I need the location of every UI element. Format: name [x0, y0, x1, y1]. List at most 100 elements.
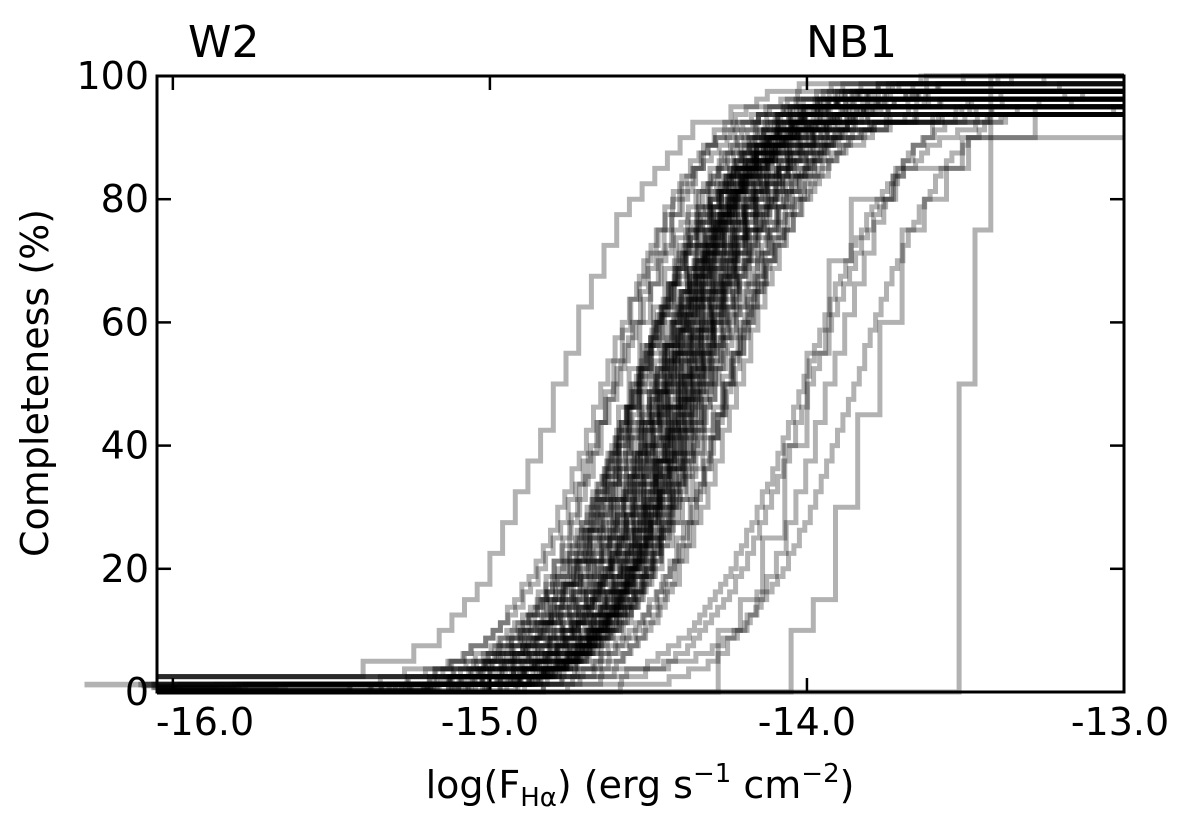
completeness-curve: [157, 104, 1124, 695]
completeness-curve: [157, 112, 1124, 689]
completeness-curve: [141, 88, 1124, 689]
completeness-curve: [157, 73, 1124, 695]
completeness-curve: [157, 112, 1124, 692]
x-label-middle: ) (erg s: [557, 763, 693, 807]
completeness-curve-special: [157, 104, 1124, 695]
completeness-curve: [157, 96, 1124, 695]
x-label-suffix: ): [840, 763, 855, 807]
completeness-curve: [157, 88, 1124, 695]
completeness-curve: [157, 88, 1124, 695]
completeness-curve: [157, 104, 1124, 695]
x-label-prefix: log(F: [426, 763, 521, 807]
completeness-curve: [157, 81, 1124, 695]
completeness-curve-special: [157, 104, 1124, 680]
completeness-curve: [157, 88, 1124, 695]
x-tick-label: -16.0: [156, 700, 254, 744]
x-tick-label: -15.0: [441, 700, 539, 744]
completeness-curve: [157, 96, 1124, 695]
completeness-curve: [157, 96, 1124, 691]
plot-frame: [155, 74, 1126, 694]
completeness-curve: [157, 112, 1124, 694]
completeness-curve: [157, 73, 1124, 695]
completeness-curve: [157, 81, 1124, 695]
x-tick-label: -14.0: [758, 700, 856, 744]
x-label-subscript: Hα: [520, 783, 557, 813]
completeness-curve: [157, 112, 1124, 695]
completeness-curve: [157, 104, 1124, 680]
completeness-curve: [157, 88, 1124, 694]
completeness-curve-special: [157, 135, 1124, 695]
x-label-sup2: −2: [801, 759, 839, 789]
x-tick-label: -13.0: [1071, 700, 1169, 744]
completeness-curve: [157, 104, 1124, 694]
completeness-curve: [157, 88, 1124, 693]
completeness-curve: [157, 81, 1124, 695]
completeness-curve: [157, 88, 1124, 695]
y-tick-labels: 0 20 40 60 80 100: [76, 54, 149, 714]
completeness-curve: [157, 81, 1124, 691]
completeness-curve: [144, 96, 1124, 688]
completeness-curve-special: [157, 73, 1124, 695]
corner-label-w2: W2: [188, 17, 260, 68]
y-tick-label: 0: [125, 670, 149, 714]
completeness-curve: [157, 81, 1124, 695]
completeness-curve: [157, 88, 1124, 695]
axis-ticks: [157, 74, 1126, 694]
completeness-curve: [157, 81, 1124, 695]
completeness-curve: [157, 96, 1124, 695]
x-axis-label: log(FHα) (erg s−1 cm−2): [426, 759, 855, 813]
y-tick-label: 60: [101, 300, 149, 344]
completeness-curve: [157, 112, 1124, 695]
completeness-curve: [157, 88, 1124, 695]
completeness-curve: [157, 88, 1124, 680]
completeness-curves: [84, 73, 1124, 695]
completeness-curve: [152, 104, 1124, 690]
completeness-curve: [157, 96, 1124, 695]
completeness-curve: [157, 88, 1124, 695]
x-tick-labels: -16.0 -15.0 -14.0 -13.0: [156, 700, 1169, 744]
completeness-curve: [157, 88, 1124, 691]
completeness-curve: [157, 96, 1124, 695]
completeness-curve: [157, 88, 1124, 695]
completeness-curve: [157, 81, 1124, 695]
completeness-curve: [157, 104, 1124, 693]
completeness-curve: [157, 112, 1124, 689]
completeness-curve: [157, 104, 1124, 695]
completeness-curve: [84, 81, 1124, 688]
completeness-curve: [157, 96, 1124, 695]
completeness-curve: [157, 88, 1124, 680]
completeness-curve: [157, 88, 1124, 689]
completeness-curve: [157, 73, 1124, 695]
completeness-curve: [157, 88, 1124, 695]
x-label-sup1: −1: [693, 759, 731, 789]
completeness-curve: [157, 104, 1124, 695]
x-label-middle2: cm: [731, 763, 801, 807]
completeness-curve: [157, 104, 1124, 695]
completeness-curve: [157, 96, 1124, 693]
y-tick-label: 100: [76, 54, 149, 98]
corner-label-nb1: NB1: [806, 17, 897, 68]
completeness-curve: [157, 112, 1124, 695]
completeness-curve: [157, 112, 1124, 695]
y-axis-label: Completeness (%): [13, 209, 57, 557]
completeness-curve: [157, 96, 1124, 680]
completeness-curve: [157, 88, 1124, 695]
completeness-curve: [157, 112, 1124, 695]
completeness-curve: [138, 96, 1124, 688]
completeness-curve: [157, 73, 1124, 695]
completeness-curve: [157, 88, 1124, 695]
completeness-curve: [157, 112, 1124, 695]
completeness-curve: [157, 104, 1124, 695]
completeness-curve: [157, 96, 1124, 695]
completeness-curve: [157, 73, 1124, 695]
completeness-curve: [157, 112, 1124, 693]
y-tick-label: 80: [101, 177, 149, 221]
completeness-curve: [151, 96, 1124, 691]
completeness-curve: [157, 73, 1124, 691]
completeness-curve: [157, 88, 1124, 695]
completeness-curve: [157, 88, 1124, 695]
completeness-curve: [157, 88, 1124, 695]
y-tick-label: 20: [101, 547, 149, 591]
